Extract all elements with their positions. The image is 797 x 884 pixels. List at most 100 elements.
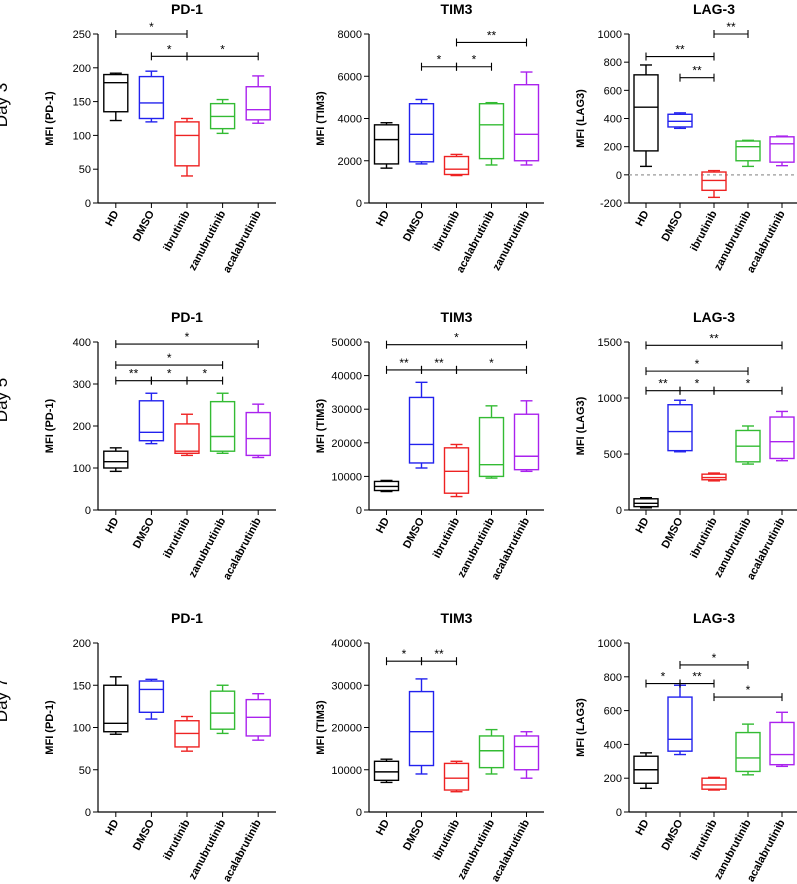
box-iqr [701, 171, 727, 192]
y-tick-label: 0 [356, 505, 362, 517]
significance-label: ** [709, 331, 719, 345]
significance-label: * [746, 377, 751, 391]
box-acalabrutinib [245, 403, 271, 459]
x-tick-label: ibrutinib [688, 209, 719, 254]
x-tick-label: HD [634, 818, 652, 838]
box-acalabrutinib [769, 711, 795, 768]
significance-bracket: * [420, 53, 458, 71]
y-tick-label: 800 [604, 672, 622, 684]
y-tick-label: 40000 [331, 638, 362, 650]
y-tick-label: 10000 [331, 471, 362, 483]
box-DMSO [667, 112, 693, 130]
box-DMSO [408, 98, 435, 165]
box-iqr [245, 411, 271, 457]
x-tick-label: acalabrutinib [489, 818, 532, 884]
x-tick-label: ibrutinib [431, 818, 462, 863]
y-tick-label: 2000 [338, 156, 362, 168]
x-tick-label: acalabrutinib [221, 818, 264, 884]
box-iqr [174, 423, 200, 454]
y-axis-label: MFI (LAG3) [575, 396, 587, 455]
x-tick-label: HD [374, 818, 392, 838]
x-tick-label: DMSO [401, 817, 427, 852]
significance-bracket: * [713, 377, 783, 395]
box-iqr [478, 416, 505, 478]
y-tick-label: 0 [85, 505, 91, 517]
box-zanubrutinib [735, 723, 761, 776]
chart-title: TIM3 [441, 610, 473, 626]
significance-label: * [695, 357, 700, 371]
chart-panel-pd1-2-0: PD-1 0 50 100 150 200 MFI (PD-1) HD DMSO ibrutini… [44, 610, 276, 884]
box-acalabrutinib [769, 410, 795, 462]
significance-bracket: ** [455, 28, 528, 47]
x-tick-label: DMSO [131, 515, 157, 550]
box-iqr [245, 86, 271, 121]
box-ibrutinib [701, 776, 727, 791]
box-DMSO [138, 70, 165, 123]
y-tick-label: 50 [79, 164, 91, 176]
box-iqr [667, 113, 693, 128]
y-tick-label: 0 [616, 505, 622, 517]
box-HD [103, 676, 129, 735]
box-DMSO [408, 381, 435, 469]
x-tick-label: DMSO [131, 817, 157, 852]
box-iqr [667, 404, 693, 452]
chart-title: PD-1 [171, 1, 203, 17]
x-tick-label: ibrutinib [431, 209, 462, 254]
x-tick-label: zanubrutinib [491, 209, 533, 273]
box-acalabrutinib [769, 135, 795, 167]
x-tick-label: acalabrutinib [489, 516, 532, 582]
box-ibrutinib [174, 715, 200, 752]
y-tick-label: 150 [73, 97, 91, 109]
box-DMSO [138, 678, 165, 720]
box-ibrutinib [701, 472, 727, 482]
x-tick-label: DMSO [401, 515, 427, 550]
y-axis-label: MFI (PD-1) [44, 398, 56, 453]
box-acalabrutinib [478, 101, 505, 166]
y-tick-label: 600 [604, 706, 622, 718]
significance-label: * [149, 20, 154, 34]
significance-bracket: ** [420, 647, 458, 666]
significance-label: * [185, 330, 190, 344]
chart-panel-pd1-0-0: PD-1 0 50 100 150 200 250 MFI (PD-1) HD DMSO ibrut… [44, 1, 276, 275]
box-iqr [769, 416, 795, 460]
significance-label: * [402, 647, 407, 661]
box-ibrutinib [174, 117, 200, 177]
x-tick-label: ibrutinib [161, 209, 192, 254]
x-tick-label: acalabrutinib [221, 516, 264, 582]
significance-bracket: ** [679, 64, 715, 82]
x-tick-label: zanubrutinib [456, 516, 498, 580]
box-DMSO [667, 399, 693, 453]
significance-label: ** [487, 28, 497, 42]
box-ibrutinib [174, 413, 200, 457]
y-tick-label: 4000 [338, 114, 362, 126]
significance-label: ** [692, 64, 702, 78]
x-tick-label: DMSO [660, 515, 686, 550]
y-tick-label: 0 [356, 807, 362, 819]
box-DMSO [138, 392, 165, 445]
chart-title: LAG-3 [693, 610, 735, 626]
box-zanubrutinib [209, 98, 236, 135]
box-HD [103, 72, 129, 122]
box-acalabrutinib [513, 400, 540, 473]
y-tick-label: 800 [604, 57, 622, 69]
y-tick-label: 300 [73, 379, 91, 391]
chart-title: TIM3 [441, 1, 473, 17]
y-tick-label: 100 [73, 130, 91, 142]
chart-panel-tim3-0-1: TIM3 0 2000 4000 6000 8000 MFI (TIM3) HD DMSO ibr… [315, 1, 544, 275]
box-DMSO [408, 678, 435, 775]
box-zanubrutinib [478, 728, 505, 775]
x-tick-label: HD [634, 209, 652, 229]
box-iqr [138, 75, 165, 120]
significance-label: ** [726, 20, 736, 34]
chart-title: LAG-3 [693, 309, 735, 325]
significance-bracket: * [115, 20, 188, 38]
x-tick-label: DMSO [660, 208, 686, 243]
box-HD [373, 122, 400, 169]
box-HD [373, 479, 400, 493]
y-tick-label: 50000 [331, 337, 362, 349]
y-tick-label: 200 [604, 142, 622, 154]
significance-bracket: ** [645, 377, 681, 395]
box-iqr [209, 400, 236, 452]
x-tick-label: HD [103, 516, 121, 536]
